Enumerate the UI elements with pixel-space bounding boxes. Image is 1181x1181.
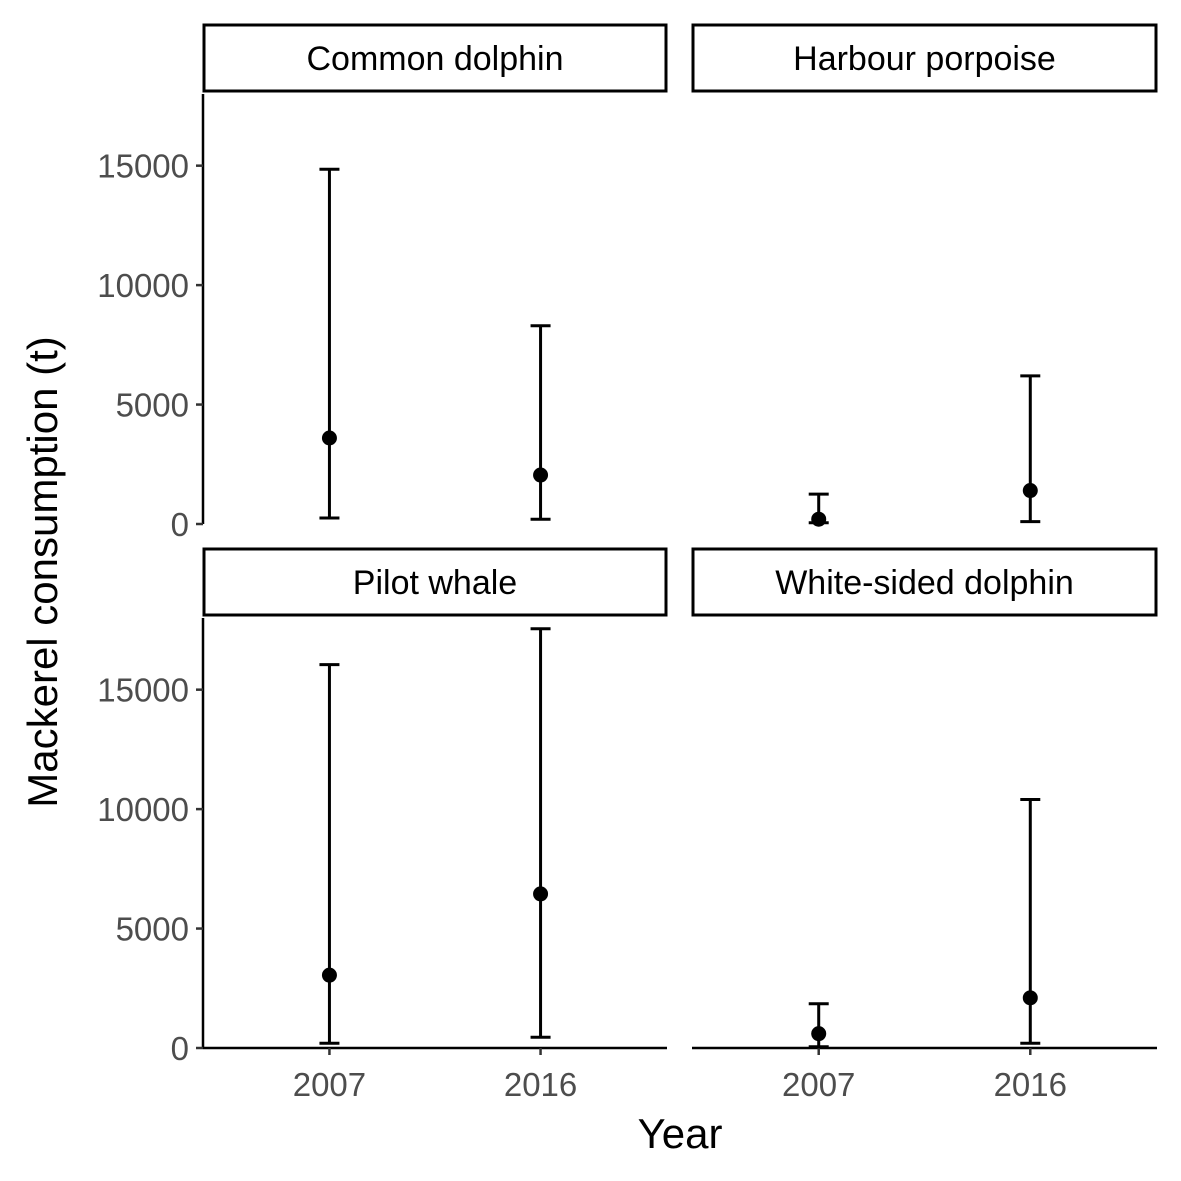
data-point [1022, 483, 1038, 499]
facet-panel: Common dolphin 0 5000 10000 15000 [97, 23, 668, 543]
y-tick-label: 10000 [97, 791, 189, 828]
facet-panel: Pilot whale 0 5000 10000 15000 2007 2016 [97, 547, 668, 1103]
data-point [811, 511, 827, 527]
facet-title: Pilot whale [353, 564, 517, 602]
facet-title: Harbour porpoise [793, 40, 1056, 78]
data-point [533, 886, 549, 902]
data-point [321, 967, 337, 983]
x-axis-title: Year [638, 1110, 723, 1157]
facet-title: White-sided dolphin [775, 564, 1074, 602]
x-tick-label: 2007 [293, 1066, 366, 1103]
y-tick-label: 0 [171, 506, 189, 543]
y-tick-label: 15000 [97, 148, 189, 185]
error-bar [1020, 374, 1041, 524]
error-bar [530, 324, 551, 521]
x-tick-label: 2016 [504, 1066, 577, 1103]
data-point [1022, 990, 1038, 1006]
facet-panels: Common dolphin 0 5000 10000 15000 Harbour por… [97, 23, 1158, 1103]
facet-panel: White-sided dolphin 2007 2016 [691, 547, 1158, 1103]
x-tick-label: 2007 [782, 1066, 855, 1103]
error-bar [530, 627, 551, 1039]
x-tick-label: 2016 [994, 1066, 1067, 1103]
facet-strip [691, 547, 1158, 617]
facet-panel: Harbour porpoise [691, 23, 1158, 527]
y-axis-title: Mackerel consumption (t) [19, 336, 66, 808]
error-bar [319, 167, 340, 520]
data-point [811, 1026, 827, 1042]
y-tick-label: 5000 [116, 387, 189, 424]
facet-strip [202, 547, 668, 617]
facet-strip [691, 23, 1158, 93]
y-tick-label: 15000 [97, 672, 189, 709]
y-tick-label: 10000 [97, 267, 189, 304]
error-bar [1020, 798, 1041, 1045]
facet-strip [202, 23, 668, 93]
data-point [533, 467, 549, 483]
y-tick-label: 0 [171, 1030, 189, 1067]
facet-title: Common dolphin [306, 40, 563, 78]
data-point [321, 430, 337, 446]
y-tick-label: 5000 [116, 911, 189, 948]
error-bar [319, 663, 340, 1045]
